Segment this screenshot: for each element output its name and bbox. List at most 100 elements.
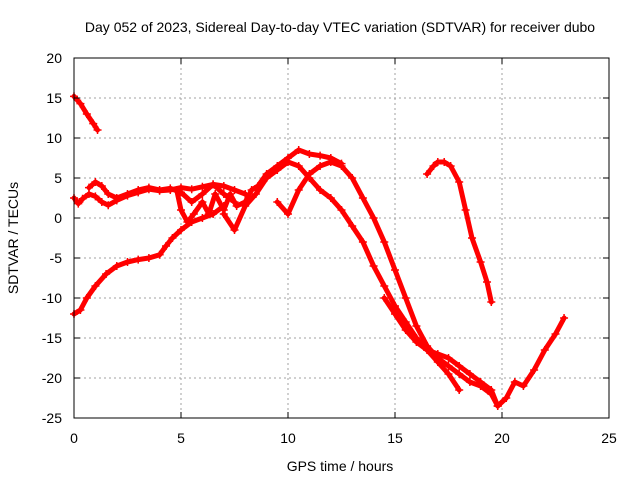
data-point xyxy=(326,194,335,202)
data-point xyxy=(273,198,282,206)
x-axis-label: GPS time / hours xyxy=(287,458,394,474)
y-axis-label: SDTVAR / TECUs xyxy=(5,182,21,294)
plot-frame xyxy=(73,57,610,419)
data-point xyxy=(401,326,410,334)
x-tick-label: 20 xyxy=(494,430,510,446)
data-point xyxy=(502,394,511,402)
data-point xyxy=(369,214,378,222)
grid-layer xyxy=(74,58,609,418)
data-point xyxy=(219,210,228,218)
data-point xyxy=(391,310,399,318)
data-point xyxy=(284,158,292,166)
data-point xyxy=(102,270,111,278)
data-point xyxy=(476,378,485,386)
data-point xyxy=(433,350,442,358)
data-point xyxy=(162,242,171,250)
data-point xyxy=(91,282,100,290)
data-point xyxy=(429,162,438,170)
data-point xyxy=(123,190,132,198)
data-point xyxy=(348,174,357,182)
data-point xyxy=(76,306,85,314)
data-point xyxy=(93,126,102,134)
data-point xyxy=(440,158,449,166)
data-point xyxy=(369,262,378,270)
data-point xyxy=(493,402,502,410)
data-point xyxy=(401,294,410,302)
data-point xyxy=(446,162,455,170)
data-point xyxy=(82,294,91,302)
data-point xyxy=(455,370,464,378)
data-point xyxy=(74,199,83,208)
data-point xyxy=(230,226,239,234)
data-point xyxy=(468,234,477,242)
data-point xyxy=(177,206,185,214)
data-point xyxy=(209,180,218,189)
x-tick-label: 25 xyxy=(601,430,617,446)
series-arc-1 xyxy=(70,92,102,134)
data-point xyxy=(412,338,421,346)
data-point xyxy=(187,198,196,206)
data-point xyxy=(305,150,314,158)
data-point xyxy=(316,186,325,194)
x-tick-label: 0 xyxy=(70,430,78,446)
data-point xyxy=(530,366,539,374)
data-point xyxy=(519,382,528,390)
data-point xyxy=(232,202,241,210)
data-point xyxy=(510,378,519,386)
data-point xyxy=(444,370,453,378)
data-point xyxy=(230,186,239,194)
data-point xyxy=(380,238,389,246)
data-point xyxy=(358,238,367,246)
data-point xyxy=(198,182,207,191)
data-point xyxy=(219,182,228,190)
data-point xyxy=(487,386,496,394)
data-point xyxy=(465,378,474,386)
data-point xyxy=(337,206,346,214)
y-tick-label: 10 xyxy=(46,130,62,146)
data-point xyxy=(104,190,113,198)
data-point xyxy=(134,186,143,194)
series-layer xyxy=(70,92,569,410)
data-point xyxy=(560,314,569,322)
data-point xyxy=(540,346,549,354)
data-point xyxy=(97,198,106,206)
data-point xyxy=(251,190,260,198)
data-point xyxy=(144,183,153,192)
data-point xyxy=(84,183,93,192)
data-point xyxy=(187,185,196,194)
data-point xyxy=(172,186,181,194)
data-point xyxy=(211,190,220,198)
data-point xyxy=(483,278,492,286)
data-point xyxy=(337,162,346,170)
y-tick-label: -5 xyxy=(50,250,63,266)
data-point xyxy=(358,194,367,202)
y-tick-label: -25 xyxy=(42,410,62,426)
data-point xyxy=(89,119,98,128)
data-point xyxy=(76,99,85,108)
data-point xyxy=(91,178,100,186)
y-tick-label: 20 xyxy=(46,50,62,66)
data-point xyxy=(104,201,113,210)
y-tick-label: -20 xyxy=(42,370,62,386)
data-point xyxy=(294,162,303,170)
data-point xyxy=(284,210,292,218)
data-point xyxy=(455,362,464,370)
data-point xyxy=(155,186,164,194)
series-trace xyxy=(86,179,237,205)
data-point xyxy=(305,170,314,178)
data-point xyxy=(198,198,207,206)
x-tick-label: 10 xyxy=(280,430,296,446)
data-point xyxy=(465,370,474,378)
data-point xyxy=(444,362,453,370)
x-tick-label: 15 xyxy=(387,430,403,446)
data-point xyxy=(316,151,325,160)
data-point xyxy=(412,322,421,330)
data-point xyxy=(476,258,485,266)
data-point xyxy=(189,210,198,218)
data-point xyxy=(112,262,121,270)
data-point xyxy=(273,166,282,174)
data-point xyxy=(166,184,175,193)
y-tick-label: 15 xyxy=(46,90,62,106)
